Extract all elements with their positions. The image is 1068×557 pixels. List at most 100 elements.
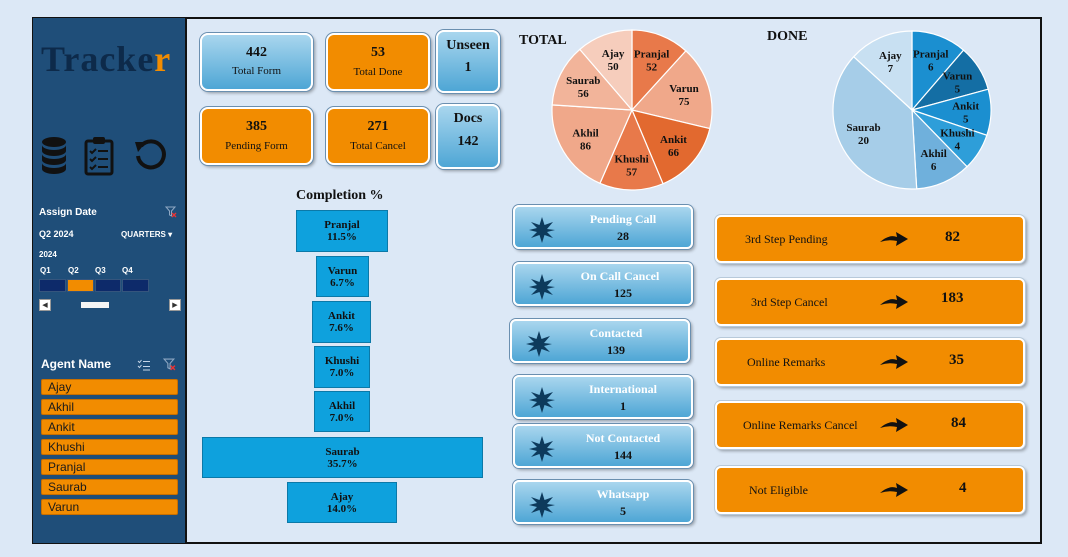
status-label: Whatsapp <box>596 487 650 501</box>
kpi-label: Total Done <box>353 66 403 78</box>
agent-item-ankit[interactable]: Ankit <box>41 419 178 435</box>
funnel-name: Varun <box>327 264 358 277</box>
star-icon <box>529 492 555 523</box>
kpi-pending-form: 385 Pending Form <box>200 107 313 165</box>
pie-slice-khushi <box>599 108 664 191</box>
agent-item-pranjal[interactable]: Pranjal <box>41 459 178 475</box>
funnel-name: Akhil <box>328 399 356 412</box>
agent-item-ajay[interactable]: Ajay <box>41 379 178 395</box>
kpi-label: Docs <box>453 111 483 126</box>
clear-agent-filter-icon[interactable] <box>162 358 176 376</box>
pie-label-ankit: Ankit 5 <box>952 101 979 126</box>
arrow-right-icon <box>879 416 909 439</box>
step-label: Online Remarks <box>747 355 826 369</box>
pie-label-pranjal: Pranjal 52 <box>634 48 669 73</box>
timeline-q4[interactable] <box>122 279 149 292</box>
scroll-left-button[interactable]: ◀ <box>39 299 51 311</box>
funnel-bar-saurab: Saurab 35.7% <box>202 437 483 478</box>
quarter-label-q1: Q1 <box>40 266 51 275</box>
pie-label-ajay: Ajay 50 <box>602 48 625 73</box>
status-value: 1 <box>620 399 626 413</box>
funnel-pct: 11.5% <box>327 231 357 243</box>
pie-slice-saurab <box>832 55 918 190</box>
arrow-right-icon <box>879 293 909 316</box>
pie-label-saurab: Saurab 56 <box>566 75 600 100</box>
funnel-pct: 7.0% <box>329 367 355 379</box>
quarter-timeline[interactable] <box>39 279 149 292</box>
status-value: 125 <box>614 286 632 300</box>
funnel-pct: 7.0% <box>329 411 355 424</box>
database-icon[interactable] <box>40 136 68 179</box>
status-card-international: International 1 <box>513 375 693 419</box>
timeline-q3[interactable] <box>94 279 122 292</box>
kpi-total-done: 53 Total Done <box>326 33 430 91</box>
pie-slice-akhil <box>551 104 633 185</box>
funnel-pct: 6.7% <box>330 276 355 289</box>
kpi-label: Pending Form <box>225 140 288 152</box>
agent-item-varun[interactable]: Varun <box>41 499 178 515</box>
funnel-bar-ankit: Ankit 7.6% <box>312 301 371 343</box>
arrow-right-icon <box>879 481 909 504</box>
quarter-label-q3: Q3 <box>95 266 106 275</box>
completion-title: Completion % <box>296 188 384 203</box>
kpi-label: Total Form <box>231 65 282 77</box>
kpi-value: 385 <box>246 119 267 134</box>
agent-item-khushi[interactable]: Khushi <box>41 439 178 455</box>
scroll-right-button[interactable]: ▶ <box>169 299 181 311</box>
clear-filter-icon[interactable] <box>164 205 177 223</box>
total-chart-title: TOTAL <box>519 33 567 48</box>
scroll-thumb[interactable] <box>81 302 109 308</box>
timeline-scrollbar[interactable]: ◀ ▶ <box>39 299 181 311</box>
pie-slice-varun <box>630 50 713 130</box>
status-value: 28 <box>617 229 629 243</box>
status-label: Pending Call <box>589 212 657 226</box>
agent-name-title: Agent Name <box>41 357 112 371</box>
timeline-q2[interactable] <box>66 279 94 292</box>
pie-label-khushi: Khushi 4 <box>940 128 974 153</box>
pie-label-akhil: Akhil 6 <box>921 148 947 173</box>
funnel-name: Saurab <box>325 445 360 458</box>
funnel-pct: 35.7% <box>327 457 358 470</box>
pie-slice-saurab <box>551 48 634 111</box>
clipboard-icon[interactable] <box>83 136 115 181</box>
kpi-total-form: 442 Total Form <box>200 33 313 91</box>
kpi-value: 142 <box>457 134 479 149</box>
agent-item-saurab[interactable]: Saurab <box>41 479 178 495</box>
status-label: On Call Cancel <box>580 269 660 283</box>
status-card-not-contacted: Not Contacted 144 <box>513 424 693 468</box>
status-card-contacted: Contacted 139 <box>510 319 690 363</box>
agent-item-akhil[interactable]: Akhil <box>41 399 178 415</box>
funnel-bar-varun: Varun 6.7% <box>316 256 369 297</box>
step-card-3rd-step-cancel: 3rd Step Cancel 183 <box>715 278 1025 326</box>
app-logo: Tracker <box>41 39 172 79</box>
multi-select-icon[interactable] <box>137 358 151 376</box>
step-card-not-eligible: Not Eligible 4 <box>715 466 1025 514</box>
funnel-bar-akhil: Akhil 7.0% <box>314 391 370 432</box>
kpi-value: 53 <box>371 45 385 60</box>
year-label: 2024 <box>39 250 57 259</box>
refresh-icon[interactable] <box>133 138 167 177</box>
star-icon <box>529 436 555 467</box>
timeline-q1[interactable] <box>39 279 66 292</box>
step-value: 82 <box>945 229 960 245</box>
granularity-dropdown[interactable]: QUARTERS ▾ <box>121 230 173 239</box>
kpi-label: Total Cancel <box>350 140 406 152</box>
assign-date-title: Assign Date <box>39 207 97 218</box>
kpi-label: Unseen <box>446 38 490 53</box>
arrow-right-icon <box>879 353 909 376</box>
pie-slice-ajay <box>852 30 913 112</box>
funnel-pct: 7.6% <box>329 322 354 334</box>
funnel-name: Khushi <box>324 355 360 367</box>
status-label: Contacted <box>589 326 643 340</box>
done-chart-title: DONE <box>767 29 808 44</box>
kpi-value: 442 <box>246 45 267 60</box>
kpi-docs: Docs 142 <box>436 104 500 169</box>
status-value: 144 <box>614 448 632 462</box>
sidebar: Tracker Assign Date Q2 2024 QUARTER <box>33 18 187 543</box>
pie-label-varun: Varun 75 <box>669 83 699 108</box>
status-label: Not Contacted <box>585 431 661 445</box>
funnel-pct: 14.0% <box>326 502 358 515</box>
funnel-name: Ankit <box>328 310 355 322</box>
